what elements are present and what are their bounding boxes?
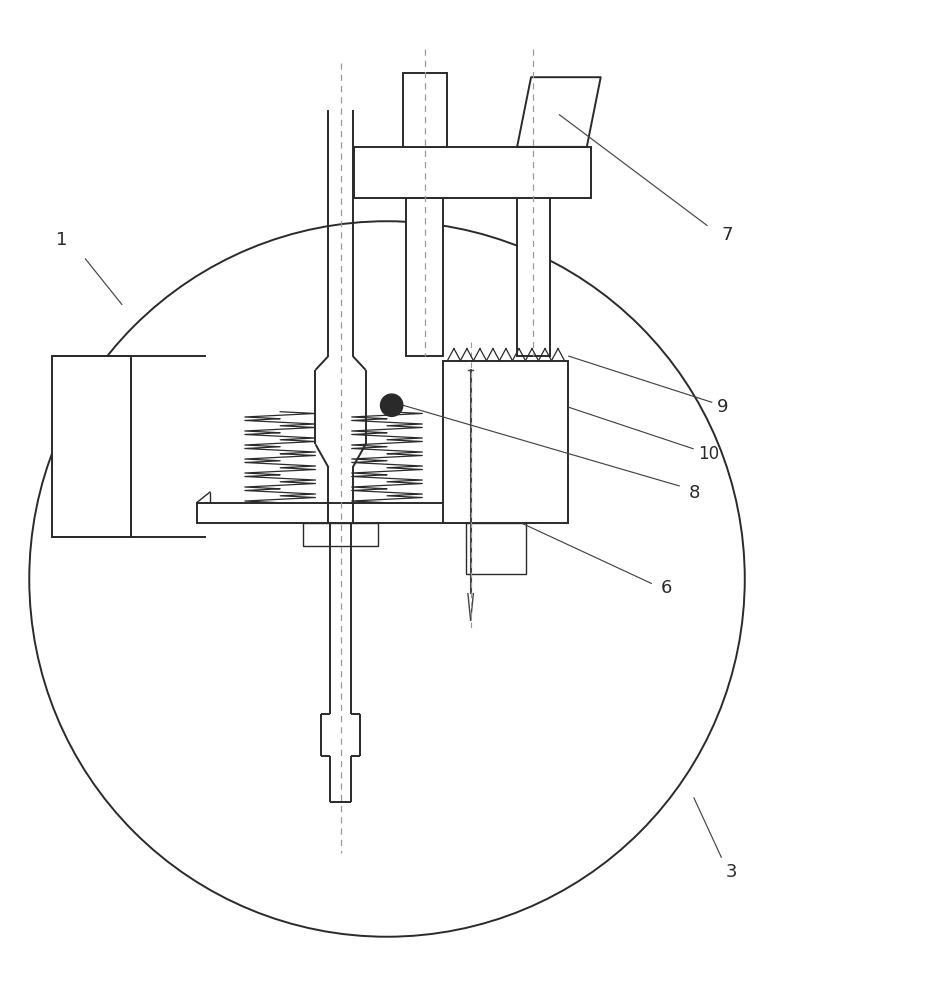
- Bar: [443, 361, 569, 523]
- Bar: [405, 198, 443, 356]
- Text: 8: 8: [689, 484, 700, 502]
- Bar: [403, 73, 447, 147]
- Text: 6: 6: [661, 579, 673, 597]
- Text: 3: 3: [726, 863, 738, 881]
- Bar: [304, 523, 377, 546]
- Bar: [354, 147, 592, 198]
- Text: 9: 9: [717, 398, 729, 416]
- Bar: [466, 523, 527, 574]
- Text: 1: 1: [56, 231, 67, 249]
- Text: 10: 10: [698, 445, 720, 463]
- Bar: [517, 179, 550, 356]
- Bar: [52, 356, 131, 537]
- Circle shape: [380, 394, 403, 416]
- Text: 7: 7: [721, 226, 733, 244]
- Bar: [197, 503, 536, 523]
